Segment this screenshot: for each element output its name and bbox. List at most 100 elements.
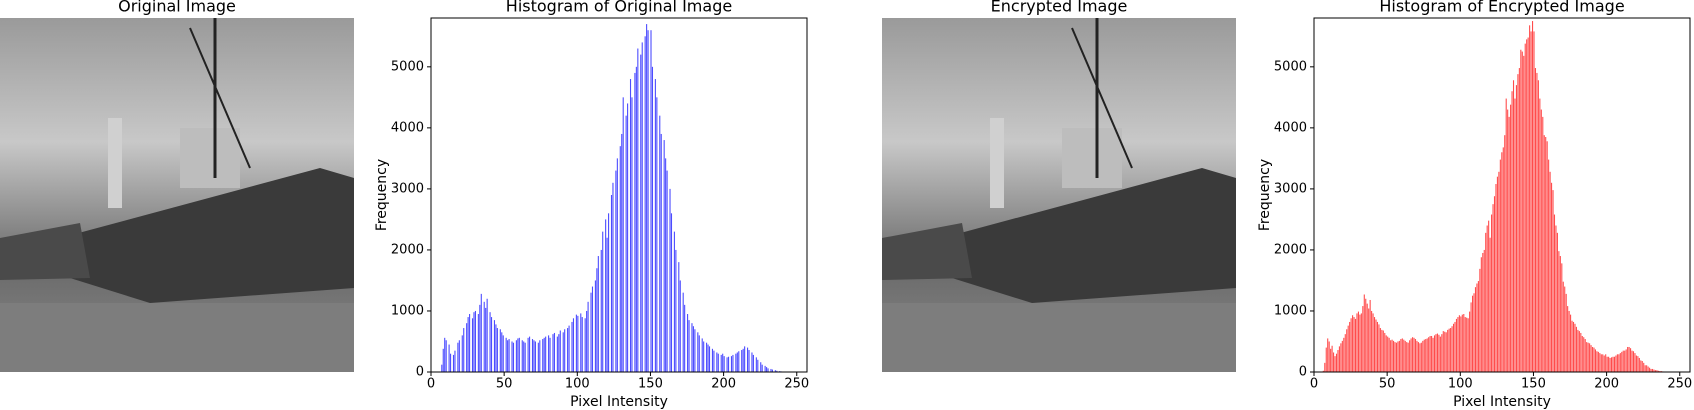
bar (1635, 355, 1637, 372)
bar (615, 170, 617, 372)
bar (635, 66, 637, 373)
bar (1347, 325, 1349, 372)
bar (490, 317, 493, 372)
bar (1397, 341, 1399, 372)
bar (1403, 339, 1405, 372)
bar (1412, 337, 1414, 372)
bar (507, 340, 509, 372)
bar (564, 329, 566, 372)
bar (1594, 349, 1596, 372)
bar (1486, 225, 1488, 372)
bar (1564, 286, 1566, 372)
bar (610, 195, 613, 372)
bar (502, 335, 504, 372)
bar (1335, 353, 1338, 372)
bar (1400, 339, 1402, 372)
bar (1463, 314, 1465, 372)
bar (553, 332, 555, 372)
image-lighthouse (990, 118, 1004, 208)
bar (692, 326, 694, 372)
bar (767, 368, 769, 372)
bar (1571, 320, 1573, 372)
bar (1640, 360, 1642, 372)
bar (1363, 294, 1365, 372)
x-tick-label: 200 (711, 377, 736, 392)
bar (1628, 346, 1630, 372)
bar (1575, 326, 1577, 372)
bar (1537, 80, 1539, 372)
axes-frame (1313, 17, 1691, 373)
bar (572, 318, 575, 372)
image-cabin (180, 128, 240, 188)
bar (1448, 328, 1450, 372)
bar (736, 352, 738, 372)
bar (675, 249, 677, 372)
bar (757, 359, 759, 372)
bar (1590, 345, 1592, 372)
bar (1526, 39, 1528, 373)
y-tick-label: 3000 (1274, 181, 1307, 196)
image (882, 18, 1236, 372)
bar (641, 42, 643, 373)
bar (1420, 342, 1422, 372)
bar (466, 323, 468, 372)
bar (448, 344, 450, 372)
bar (629, 79, 632, 372)
bar (1488, 220, 1490, 372)
bar (1562, 281, 1564, 372)
bar (1472, 295, 1474, 372)
bar (542, 339, 544, 372)
image-boat (0, 223, 90, 280)
bar (489, 312, 491, 372)
bar (1644, 365, 1646, 372)
bar (1388, 337, 1390, 372)
bar (571, 321, 573, 372)
bar (720, 354, 722, 372)
bar (1401, 338, 1403, 372)
x-tick-label: 150 (1521, 377, 1546, 392)
bar (473, 312, 475, 372)
bar (1580, 332, 1582, 372)
bar (1390, 340, 1392, 372)
bar (1417, 342, 1419, 372)
bar (701, 338, 703, 372)
bar (631, 97, 633, 373)
bar (1360, 313, 1362, 372)
bar (691, 323, 693, 372)
bar (590, 292, 592, 372)
bar (558, 334, 560, 372)
bar (673, 231, 675, 372)
bar (1556, 232, 1558, 372)
bar (1482, 252, 1484, 372)
y-tick-label: 2000 (1274, 242, 1307, 257)
bar (1507, 109, 1509, 372)
bar (1485, 232, 1487, 372)
x-tick-label: 0 (1310, 377, 1318, 392)
bar (1591, 346, 1594, 372)
bar (1445, 332, 1447, 372)
bar (1349, 321, 1351, 372)
bar (548, 335, 550, 372)
bar (575, 314, 577, 372)
bar (1545, 137, 1547, 372)
bar (1502, 147, 1504, 372)
bar (463, 328, 465, 372)
bar (1498, 171, 1500, 372)
axes-frame (430, 17, 808, 373)
bar (1510, 104, 1512, 372)
bar (751, 352, 753, 372)
bar (444, 337, 446, 372)
bar (1353, 317, 1355, 372)
bar (742, 348, 744, 372)
bar (1627, 346, 1629, 372)
bar (586, 310, 588, 372)
bar (1436, 333, 1438, 372)
bar (1608, 356, 1610, 372)
bar (577, 315, 579, 372)
bar (654, 79, 656, 372)
bar (1634, 353, 1636, 372)
image-boat (942, 168, 1236, 303)
bar (1452, 323, 1455, 372)
bar (606, 237, 608, 372)
bar (1612, 356, 1614, 372)
